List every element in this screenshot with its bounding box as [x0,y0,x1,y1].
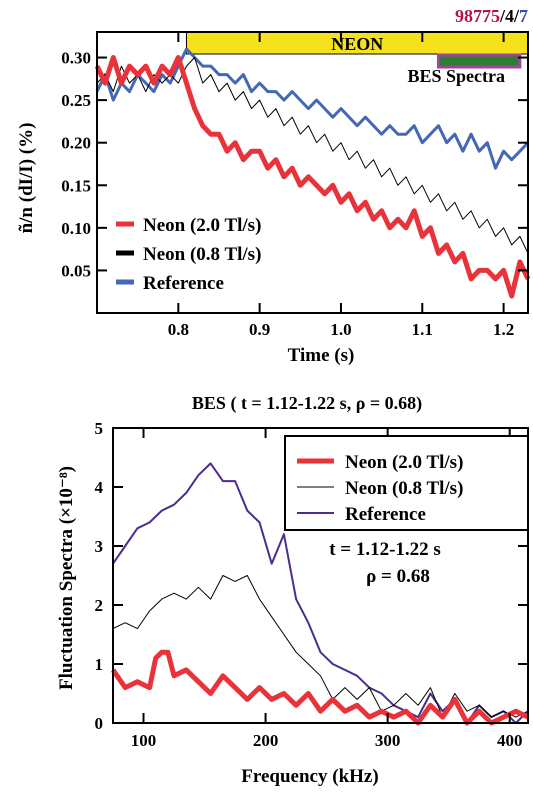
spectra-y-axis-label: Fluctuation Spectra (×10⁻⁸) [56,466,77,690]
legend-label-neon-2-0-tl-s: Neon (2.0 Tl/s) [345,452,463,473]
spectra-legend-box [284,435,529,531]
bes-window-label: BES Spectra [407,66,505,86]
time-trace-series-group [94,47,531,299]
spectrum-neon-0-8-tl-s-line [112,575,529,718]
y-tick-label: 0.15 [61,176,91,195]
spectra-x-axis-label: Frequency (kHz) [241,766,378,787]
spectra-series-group [110,462,530,726]
spectrum-neon-2-0-tl-s-line [110,649,530,726]
spectra-time-annotation: t = 1.12-1.22 s [329,539,441,560]
y-tick-label: 5 [95,419,104,438]
x-tick-label: 0.8 [168,320,189,339]
y-tick-label: 3 [95,537,104,556]
x-tick-label: 100 [131,731,157,750]
series-neon-2-0-tl-s-line [94,55,531,299]
y-tick-label: 0.30 [61,49,91,68]
y-tick-label: 0.25 [61,91,91,110]
time-plot-ticks: 0.8 0.9 1.0 1.1 1.2 0.05 0.10 0.15 0.20 0.25 0.30 [61,32,528,339]
legend-label-neon-0-8-tl-s: Neon (0.8 Tl/s) [143,244,261,265]
x-tick-label: 0.9 [249,320,270,339]
x-tick-label: 1.1 [412,320,433,339]
time-plot-frame [96,31,529,314]
neon-bar-label: NEON [331,34,383,54]
time-x-axis-label: Time (s) [288,345,355,366]
time-plot-legend: Neon (2.0 Tl/s) Neon (0.8 Tl/s) Reference [116,215,261,294]
spectra-panel: BES ( t = 1.12-1.22 s, ρ = 0.68) 100 200 3… [56,393,530,787]
bes-window-bar [437,53,522,69]
x-tick-label: 1.0 [330,320,351,339]
legend-label-neon-0-8-tl-s: Neon (0.8 Tl/s) [345,478,463,499]
time-y-axis-label: ñ/n (dI/I) (%) [16,123,37,234]
legend-label-neon-2-0-tl-s: Neon (2.0 Tl/s) [143,215,261,236]
series-reference-line [95,47,530,170]
y-tick-label: 1 [95,655,104,674]
x-tick-label: 300 [375,731,401,750]
shot-id-label: 98775/4/7 [455,6,528,26]
spectra-plot-frame [112,427,529,724]
spectra-plot-legend: Neon (2.0 Tl/s) Neon (0.8 Tl/s) Reference [284,435,529,531]
y-tick-label: 0.05 [61,261,91,280]
x-tick-label: 1.2 [493,320,514,339]
time-trace-panel: NEON BES Spectra 0.8 0.9 1.0 1.1 1.2 0.05 0.10… [16,31,531,366]
y-tick-label: 0.20 [61,134,91,153]
legend-label-reference: Reference [143,273,224,294]
legend-label-reference: Reference [345,504,426,525]
y-tick-label: 4 [95,478,104,497]
spectra-rho-annotation: ρ = 0.68 [366,566,430,587]
y-tick-label: 0 [95,714,104,733]
spectra-plot-ticks: 100 200 300 400 0 1 2 3 4 5 [95,419,528,750]
x-tick-label: 400 [497,731,523,750]
y-tick-label: 0.10 [61,219,91,238]
x-tick-label: 200 [253,731,279,750]
y-tick-label: 2 [95,596,104,615]
spectra-title: BES ( t = 1.12-1.22 s, ρ = 0.68) [192,393,422,414]
